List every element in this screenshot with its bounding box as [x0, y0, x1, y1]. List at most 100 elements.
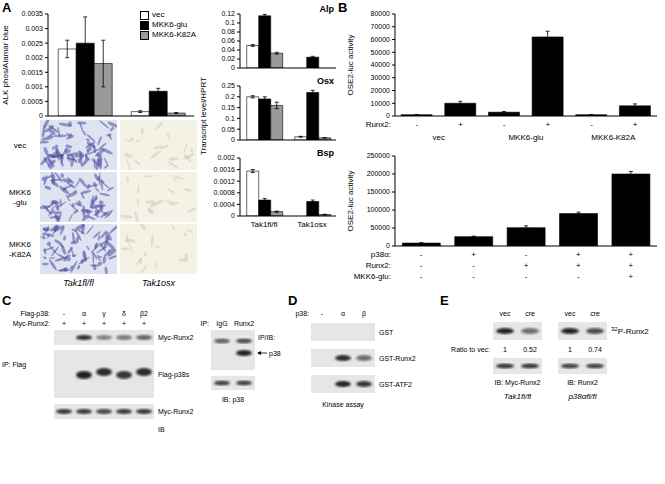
svg-text:0.0025: 0.0025	[22, 40, 44, 47]
svg-text:MKK6-glu: MKK6-glu	[9, 188, 31, 207]
svg-text:0.2: 0.2	[225, 93, 235, 100]
svg-text:Myc-Runx2: Myc-Runx2	[158, 334, 194, 342]
svg-text:0.25: 0.25	[221, 82, 235, 89]
svg-text:1: 1	[568, 346, 572, 353]
svg-text:150000: 150000	[367, 188, 390, 195]
svg-text:-: -	[420, 272, 423, 281]
svg-text:Tak1fl/fl: Tak1fl/fl	[250, 220, 277, 229]
svg-text:Myc-Runx2:: Myc-Runx2:	[13, 320, 50, 328]
svg-text:+: +	[62, 320, 66, 327]
svg-text:OSE2-luc activity: OSE2-luc activity	[346, 35, 355, 96]
svg-text:IP:: IP:	[200, 320, 209, 327]
svg-text:0: 0	[231, 64, 235, 71]
svg-text:0.0012: 0.0012	[214, 178, 236, 185]
svg-text:vec: vec	[500, 310, 511, 317]
svg-text:Flag-p38s: Flag-p38s	[158, 371, 190, 379]
svg-text:Kinase assay: Kinase assay	[322, 401, 364, 409]
svg-text:-: -	[415, 120, 418, 129]
svg-text:-: -	[577, 272, 580, 281]
svg-text:0.002: 0.002	[217, 154, 235, 161]
svg-text:-: -	[321, 310, 324, 317]
svg-text:0.52: 0.52	[523, 346, 537, 353]
svg-text:0.002: 0.002	[25, 54, 43, 61]
svg-text:0.0035: 0.0035	[22, 10, 44, 17]
svg-text:β2: β2	[140, 310, 148, 318]
svg-text:0.0005: 0.0005	[22, 98, 44, 105]
svg-text:0.0008: 0.0008	[214, 189, 236, 196]
svg-text:+: +	[628, 250, 633, 259]
svg-text:vec: vec	[432, 133, 444, 142]
svg-text:E: E	[440, 293, 449, 308]
svg-text:-: -	[63, 310, 66, 317]
svg-text:0.0016: 0.0016	[214, 166, 236, 173]
svg-text:40000: 40000	[371, 61, 391, 68]
svg-text:δ: δ	[122, 310, 126, 317]
svg-text:0.04: 0.04	[221, 46, 235, 53]
svg-text:-: -	[472, 272, 475, 281]
svg-text:β: β	[362, 310, 366, 318]
svg-text:10000: 10000	[371, 100, 391, 107]
svg-text:vec: vec	[565, 310, 576, 317]
svg-text:p38α:: p38α:	[371, 250, 391, 259]
svg-text:0.15: 0.15	[221, 104, 235, 111]
svg-text:100000: 100000	[367, 206, 390, 213]
svg-text:50000: 50000	[371, 49, 391, 56]
svg-text:+: +	[524, 261, 529, 270]
svg-text:250000: 250000	[367, 152, 390, 159]
svg-text:A: A	[2, 0, 12, 15]
svg-text:+: +	[576, 250, 581, 259]
svg-text:-: -	[420, 261, 423, 270]
svg-text:20000: 20000	[371, 87, 391, 94]
svg-text:0.0004: 0.0004	[214, 201, 236, 208]
svg-text:IB: p38: IB: p38	[222, 396, 244, 404]
svg-text:Osx: Osx	[317, 76, 334, 86]
svg-text:Ratio to vec:: Ratio to vec:	[451, 346, 490, 353]
svg-text:Alp: Alp	[320, 4, 335, 14]
svg-text:0: 0	[386, 242, 390, 249]
svg-text:C: C	[2, 293, 12, 308]
svg-text:200000: 200000	[367, 170, 390, 177]
svg-text:B: B	[338, 0, 347, 15]
svg-text:IgG: IgG	[216, 320, 227, 328]
svg-text:Transcript level/HPRT: Transcript level/HPRT	[199, 77, 208, 155]
svg-text:0.1: 0.1	[225, 115, 235, 122]
svg-text:-: -	[472, 261, 475, 270]
svg-text:+: +	[633, 120, 638, 129]
svg-text:+: +	[82, 320, 86, 327]
svg-text:-: -	[525, 250, 528, 259]
svg-text:Runx2:: Runx2:	[366, 261, 391, 270]
svg-text:80000: 80000	[371, 10, 391, 17]
svg-text:GST-Runx2: GST-Runx2	[379, 355, 416, 362]
svg-text:p38:: p38:	[295, 310, 309, 318]
svg-text:Tak1fl/fl: Tak1fl/fl	[504, 392, 531, 401]
svg-text:Runx2:: Runx2:	[366, 120, 391, 129]
svg-text:+: +	[458, 120, 463, 129]
svg-text:Tak1osx: Tak1osx	[142, 278, 176, 288]
svg-text:+: +	[122, 320, 126, 327]
svg-text:+: +	[142, 320, 146, 327]
svg-text:0: 0	[231, 136, 235, 143]
svg-text:ALK phos/Alamar blue: ALK phos/Alamar blue	[1, 25, 10, 105]
svg-text:0.74: 0.74	[588, 346, 602, 353]
svg-text:1: 1	[503, 346, 507, 353]
svg-text:OSE2-luc activity: OSE2-luc activity	[346, 171, 355, 232]
svg-text:0: 0	[231, 212, 235, 219]
svg-text:50000: 50000	[371, 224, 391, 231]
svg-text:IB: IB	[158, 426, 165, 433]
svg-text:0.05: 0.05	[221, 126, 235, 133]
svg-text:p38αfl/fl: p38αfl/fl	[567, 392, 596, 401]
svg-text:0.003: 0.003	[25, 25, 43, 32]
svg-text:+: +	[102, 320, 106, 327]
svg-text:Tak1fl/fl: Tak1fl/fl	[63, 278, 95, 288]
svg-text:Flag-p38:: Flag-p38:	[20, 310, 50, 318]
svg-text:0.08: 0.08	[221, 28, 235, 35]
svg-text:0.06: 0.06	[221, 37, 235, 44]
svg-text:30000: 30000	[371, 74, 391, 81]
svg-text:+: +	[628, 261, 633, 270]
svg-text:cre: cre	[590, 310, 600, 317]
svg-text:32P-Runx2: 32P-Runx2	[611, 326, 649, 336]
svg-text:MKK6-K82A: MKK6-K82A	[591, 133, 636, 142]
svg-text:D: D	[288, 293, 297, 308]
svg-text:+: +	[628, 272, 633, 281]
svg-text:vec: vec	[14, 141, 26, 150]
